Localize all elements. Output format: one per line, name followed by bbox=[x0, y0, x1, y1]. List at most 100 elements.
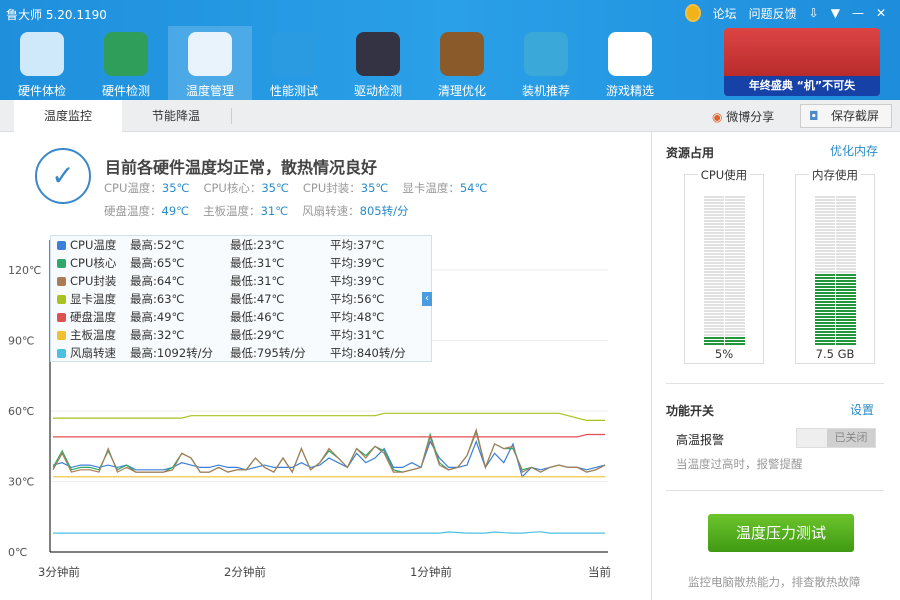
minimize-icon[interactable]: — bbox=[851, 6, 864, 20]
gauge-segment bbox=[815, 304, 856, 306]
save-screenshot-button[interactable]: ◘ 保存截屏 bbox=[800, 104, 892, 128]
gauge-segment bbox=[815, 253, 856, 255]
tab-temp-monitor[interactable]: 温度监控 bbox=[14, 100, 122, 132]
gauge-segment bbox=[704, 292, 745, 294]
legend-row[interactable]: 硬盘温度 最高:49℃ 最低:46℃ 平均:48℃ bbox=[51, 308, 431, 326]
reading-label: CPU封装： bbox=[302, 181, 361, 195]
skin-icon[interactable]: ⇩ bbox=[808, 6, 819, 20]
settings-link[interactable]: 设置 bbox=[850, 403, 875, 417]
readings-row: CPU温度：35℃ CPU核心：35℃ CPU封装：35℃ 显卡温度：54℃ bbox=[104, 180, 501, 196]
gauge-segment bbox=[704, 310, 745, 312]
legend-row[interactable]: CPU封装 最高:64℃ 最低:31℃ 平均:39℃ bbox=[51, 272, 431, 290]
y-tick-label: 30℃ bbox=[8, 476, 34, 489]
nav-speedometer[interactable]: 性能测试 bbox=[252, 26, 336, 100]
gauge-segment bbox=[815, 271, 856, 273]
legend-row[interactable]: 主板温度 最高:32℃ 最低:29℃ 平均:31℃ bbox=[51, 326, 431, 344]
gauge-segment bbox=[704, 274, 745, 276]
series-line-0 bbox=[52, 439, 606, 478]
gauge-segment bbox=[704, 280, 745, 282]
weibo-icon: ◉ bbox=[712, 110, 727, 124]
gauge-segment bbox=[815, 247, 856, 249]
app-title: 鲁大师 5.20.1190 bbox=[6, 8, 107, 22]
nav-thermometer[interactable]: 温度管理 bbox=[168, 26, 252, 100]
gauge-segment bbox=[815, 322, 856, 324]
gauge-segment bbox=[815, 325, 856, 327]
legend-row[interactable]: CPU核心 最高:65℃ 最低:31℃ 平均:39℃ bbox=[51, 254, 431, 272]
reading-label: 硬盘温度： bbox=[104, 204, 162, 218]
speedometer-icon bbox=[272, 32, 316, 76]
legend-swatch bbox=[57, 312, 66, 322]
x-tick-label: 2分钟前 bbox=[224, 565, 266, 579]
legend-row[interactable]: 风扇转速 最高:1092转/分 最低:795转/分 平均:840转/分 bbox=[51, 344, 431, 362]
legend-row[interactable]: 显卡温度 最高:63℃ 最低:47℃ 平均:56℃ bbox=[51, 290, 431, 308]
series-line-1 bbox=[52, 430, 606, 474]
gauge-segment bbox=[815, 286, 856, 288]
reading-label: CPU核心： bbox=[203, 181, 262, 195]
divider bbox=[231, 108, 232, 124]
gauge-segment bbox=[704, 223, 745, 225]
gauge-segment bbox=[815, 235, 856, 237]
gauge-segment bbox=[815, 298, 856, 300]
reading-value: 35℃ bbox=[360, 181, 389, 195]
stress-test-button[interactable]: 温度压力测试 bbox=[708, 514, 854, 552]
gauge-segment bbox=[815, 259, 856, 261]
gauge-segment bbox=[815, 301, 856, 303]
gauge-segment bbox=[815, 262, 856, 264]
gauge-segment bbox=[815, 277, 856, 279]
gauge-segment bbox=[815, 292, 856, 294]
series-line-2 bbox=[52, 427, 606, 474]
promo-banner[interactable]: 年终盛典 “机”不可失 bbox=[724, 28, 880, 96]
gauge-segment bbox=[815, 289, 856, 291]
gauge-segment bbox=[815, 295, 856, 297]
gauge-segment bbox=[704, 217, 745, 219]
gauge-segment bbox=[704, 301, 745, 303]
gauge-segment bbox=[815, 337, 856, 339]
series-line-4 bbox=[53, 433, 605, 438]
gauge-segment bbox=[704, 331, 745, 333]
y-tick-label: 0℃ bbox=[8, 546, 27, 559]
gauge-segment bbox=[704, 220, 745, 222]
gauge-segment bbox=[815, 319, 856, 321]
gauge-segment bbox=[815, 328, 856, 330]
camera-icon: ◘ bbox=[809, 109, 819, 123]
weibo-share-button[interactable]: ◉ 微博分享 bbox=[712, 110, 775, 124]
gauge-segment bbox=[704, 319, 745, 321]
gauge-segment bbox=[704, 208, 745, 210]
gauge-segment bbox=[704, 232, 745, 234]
reading-value: 35℃ bbox=[161, 181, 190, 195]
nav-cube[interactable]: 装机推荐 bbox=[504, 26, 588, 100]
x-tick-label: 3分钟前 bbox=[38, 565, 80, 579]
medal-icon[interactable] bbox=[684, 4, 701, 22]
gauge-segment bbox=[704, 295, 745, 297]
menu-icon[interactable]: ▼ bbox=[830, 6, 840, 20]
gauge-segment bbox=[704, 247, 745, 249]
cpu-usage-value: 5% bbox=[714, 347, 734, 361]
gauge-segment bbox=[815, 334, 856, 336]
gauge-segment bbox=[704, 325, 745, 327]
gauge-segment bbox=[815, 274, 856, 276]
features-title: 功能开关 bbox=[666, 404, 715, 418]
feedback-link[interactable]: 问题反馈 bbox=[748, 6, 797, 21]
optimize-memory-link[interactable]: 优化内存 bbox=[830, 144, 879, 158]
nav-broom[interactable]: 清理优化 bbox=[420, 26, 504, 100]
nav-graphics-card[interactable]: 硬件检测 bbox=[84, 26, 168, 100]
broom-icon bbox=[440, 32, 484, 76]
gauge-segment bbox=[704, 253, 745, 255]
cube-icon bbox=[524, 32, 568, 76]
forum-link[interactable]: 论坛 bbox=[712, 6, 737, 21]
close-icon[interactable]: ✕ bbox=[875, 6, 886, 20]
nav-gear[interactable]: 驱动检测 bbox=[336, 26, 420, 100]
legend-row[interactable]: CPU温度 最高:52℃ 最低:23℃ 平均:37℃ bbox=[51, 236, 431, 254]
nav-monitor[interactable]: 硬件体检 bbox=[0, 26, 84, 100]
divider bbox=[666, 490, 884, 491]
nav-gamepad[interactable]: 游戏精选 bbox=[588, 26, 672, 100]
reading-value: 54℃ bbox=[459, 181, 488, 195]
gauge-segment bbox=[704, 259, 745, 261]
legend-swatch bbox=[57, 240, 66, 250]
gauge-segment bbox=[815, 313, 856, 315]
tab-energy-saving[interactable]: 节能降温 bbox=[151, 109, 200, 123]
reading-label: 显卡温度： bbox=[402, 181, 460, 195]
gauge-segment bbox=[704, 196, 745, 198]
high-temp-alarm-toggle[interactable]: 已关闭 bbox=[796, 428, 876, 448]
collapse-legend-icon[interactable]: ‹ bbox=[422, 292, 432, 306]
